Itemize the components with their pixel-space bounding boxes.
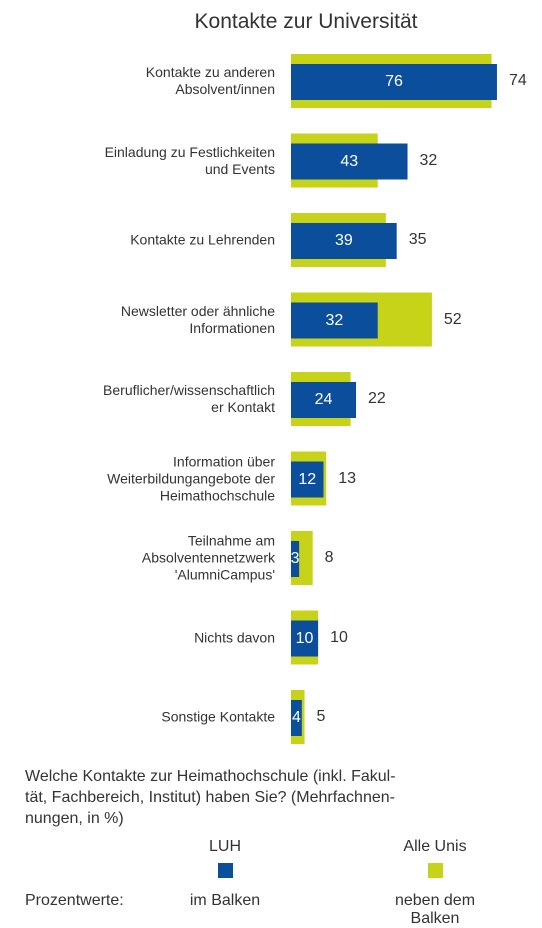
category-label: Information über Weiterbildungangebote d… bbox=[107, 453, 275, 503]
bar bbox=[291, 461, 324, 498]
value-label: 13 bbox=[338, 469, 357, 487]
legend-caption: Prozentwerte: bbox=[25, 892, 124, 909]
category-label: Kontakte zu Lehrenden bbox=[130, 231, 275, 248]
bar bbox=[291, 143, 408, 180]
value-label: 52 bbox=[443, 310, 462, 328]
value-label: 10 bbox=[295, 629, 314, 647]
legend-swatch bbox=[218, 863, 233, 878]
bar bbox=[291, 620, 319, 657]
legend-position: im Balken bbox=[189, 892, 261, 909]
value-label: 32 bbox=[325, 311, 344, 329]
category-label: Beruflicher/wissenschaftlich er Kontakt bbox=[103, 382, 275, 415]
bar bbox=[291, 223, 397, 259]
legend-position: neben dem Balken bbox=[394, 892, 476, 927]
note: Welche Kontakte zur Heimathochschule (in… bbox=[25, 768, 396, 827]
bar bbox=[291, 302, 378, 339]
category-label: Newsletter oder ähnliche Informationen bbox=[120, 302, 275, 336]
bar bbox=[291, 64, 497, 100]
legend-label: Alle Unis bbox=[403, 838, 467, 855]
bar bbox=[291, 541, 300, 577]
category-label: Sonstige Kontakte bbox=[161, 708, 275, 725]
category-label: Kontakte zu anderen Absolvent/innen bbox=[145, 64, 275, 97]
value-label: 35 bbox=[408, 231, 427, 248]
value-label: 12 bbox=[298, 470, 317, 488]
value-label: 24 bbox=[314, 391, 333, 408]
value-label: 43 bbox=[340, 152, 359, 170]
value-label: 39 bbox=[334, 232, 353, 249]
value-label: 4 bbox=[291, 709, 301, 726]
category-label: Nichts davon bbox=[194, 629, 275, 645]
value-label: 32 bbox=[419, 151, 438, 169]
legend-label: LUH bbox=[208, 838, 242, 855]
category-label: Einladung zu Festlichkeiten und Events bbox=[104, 143, 275, 177]
bar bbox=[291, 700, 302, 736]
category-label: Teilnahme am Absolventennetzwerk 'Alumni… bbox=[141, 532, 275, 583]
value-label: 3 bbox=[290, 550, 300, 567]
value-label: 22 bbox=[368, 390, 386, 407]
legend-swatch bbox=[428, 863, 443, 878]
value-label: 10 bbox=[330, 628, 348, 646]
value-label: 5 bbox=[316, 708, 326, 725]
value-label: 76 bbox=[385, 73, 403, 90]
value-label: 74 bbox=[508, 72, 527, 89]
value-label: 8 bbox=[324, 549, 334, 566]
chart-title: Kontakte zur Universität bbox=[194, 10, 418, 33]
bar bbox=[291, 382, 357, 418]
